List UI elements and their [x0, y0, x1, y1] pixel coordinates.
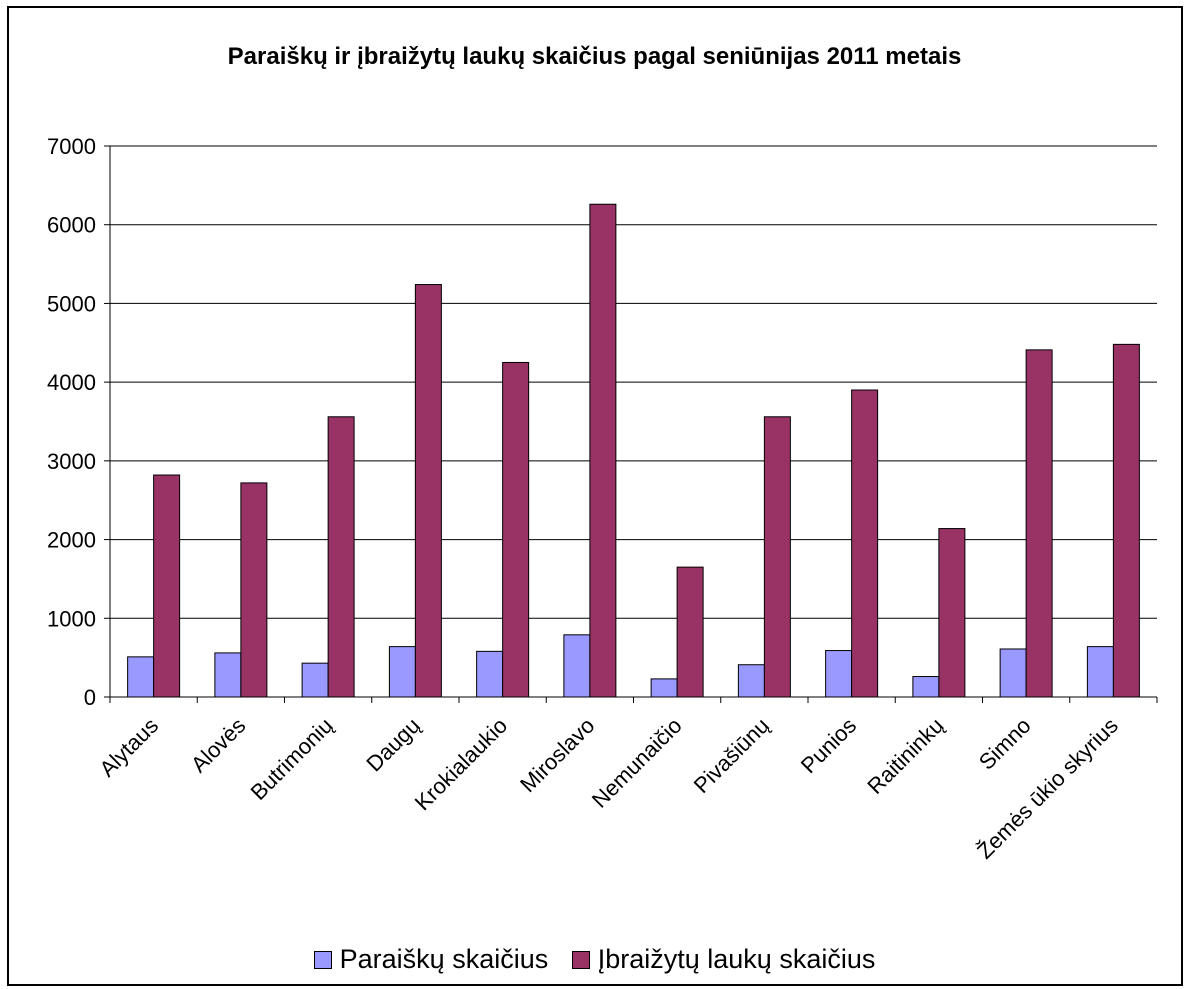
bar-applications — [999, 648, 1027, 698]
bar-fields — [589, 203, 617, 698]
y-tick-label: 3000 — [47, 449, 96, 474]
bar-applications — [912, 676, 940, 698]
x-category-label: Alovės — [186, 713, 250, 777]
bar-fields — [676, 566, 704, 698]
bar-applications — [650, 678, 678, 698]
bar-fields — [240, 482, 268, 698]
y-tick-label: 4000 — [47, 370, 96, 395]
y-tick-label: 1000 — [47, 606, 96, 631]
y-tick-label: 5000 — [47, 291, 96, 316]
legend-label-applications: Paraiškų skaičius — [339, 944, 549, 974]
bar-fields — [938, 528, 966, 698]
bar-fields — [327, 416, 355, 698]
legend: Paraiškų skaičius Įbraižytų laukų skaiči… — [0, 944, 1189, 976]
bar-fields — [1025, 349, 1053, 698]
bar-applications — [214, 652, 242, 698]
x-category-label: Miroslavo — [515, 713, 599, 797]
y-tick-label: 6000 — [47, 213, 96, 238]
x-category-label: Raitininkų — [862, 713, 948, 799]
chart-title: Paraiškų ir įbraižytų laukų skaičius pag… — [227, 43, 962, 70]
bar-fields — [851, 389, 879, 698]
legend-item-applications: Paraiškų skaičius — [313, 944, 549, 975]
bar-applications — [127, 656, 155, 698]
legend-swatch-applications — [313, 950, 332, 969]
bar-fields — [153, 474, 181, 698]
x-category-label: Punios — [796, 713, 861, 778]
x-category-label: Butrimonių — [246, 713, 338, 805]
x-category-label: Pivašiūnų — [689, 713, 774, 798]
bar-fields — [763, 416, 791, 698]
bar-fields — [502, 361, 530, 698]
x-category-label: Daugų — [361, 713, 425, 777]
bar-applications — [301, 662, 329, 698]
legend-swatch-fields — [571, 950, 590, 969]
bar-applications — [1086, 646, 1114, 698]
bar-applications — [825, 650, 853, 698]
bar-fields — [414, 284, 442, 698]
x-category-label: Krokialaukio — [410, 713, 512, 815]
y-tick-label: 0 — [84, 685, 96, 710]
y-tick-label: 2000 — [47, 528, 96, 553]
bar-applications — [476, 650, 504, 698]
bar-applications — [737, 664, 765, 698]
bar-applications — [388, 646, 416, 698]
y-tick-label: 7000 — [47, 134, 96, 159]
bar-applications — [563, 634, 591, 698]
legend-label-fields: Įbraižytų laukų skaičius — [597, 944, 876, 974]
legend-item-fields: Įbraižytų laukų skaičius — [571, 944, 876, 975]
x-category-label: Alytaus — [94, 713, 163, 782]
x-category-label: Simno — [974, 713, 1036, 775]
bar-fields — [1112, 343, 1140, 698]
x-category-label: Nemunaičio — [587, 713, 687, 813]
